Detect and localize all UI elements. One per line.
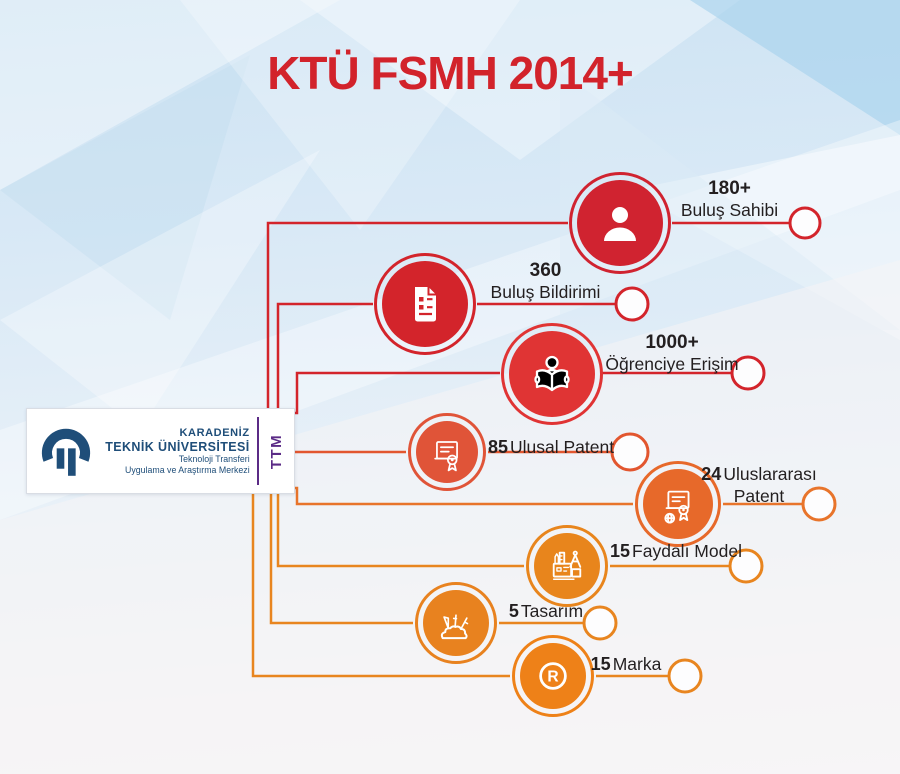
svg-text:R: R xyxy=(547,669,558,686)
node-fill xyxy=(534,533,600,599)
stat-value: 180+ xyxy=(708,178,751,199)
stat-label: Buluş Sahibi xyxy=(680,200,779,221)
node-tasarim xyxy=(415,582,497,664)
stat-ogrenciye-erisim: 1000+ Öğrenciye Erişim xyxy=(592,331,752,376)
stat-label: Faydalı Model xyxy=(632,541,742,561)
university-logo-box: KARADENİZ TEKNİK ÜNİVERSİTESİ Teknoloji … xyxy=(26,408,295,494)
node-marka: R xyxy=(512,635,594,717)
stat-bulus-sahibi: 180+ Buluş Sahibi xyxy=(657,177,802,222)
end-ring-uluslararasi-patent xyxy=(801,486,837,522)
stat-value: 85 xyxy=(487,437,508,457)
stat-faydali-model: 15 Faydalı Model xyxy=(586,541,766,563)
spine-bulus-bildirimi xyxy=(276,302,373,410)
spine-bulus-sahibi xyxy=(266,221,568,410)
node-ulusal-patent xyxy=(408,413,486,491)
person-icon xyxy=(604,207,636,241)
stat-label: Ulusal Patent xyxy=(509,437,615,457)
node-bulus-bildirimi xyxy=(374,253,476,355)
logo-text-block: KARADENİZ TEKNİK ÜNİVERSİTESİ Teknoloji … xyxy=(97,427,257,475)
stat-value: 5 xyxy=(508,601,519,621)
ttm-badge-label: TTM xyxy=(267,433,285,469)
stat-value: 15 xyxy=(610,541,631,561)
certificate-icon xyxy=(434,441,458,472)
node-fill xyxy=(423,590,489,656)
registered-trademark-icon: R xyxy=(539,662,567,690)
certificate-globe-icon xyxy=(664,490,690,524)
ktu-emblem-icon xyxy=(41,428,91,476)
node-fill xyxy=(643,469,713,539)
node-uluslararasi-patent xyxy=(635,461,721,547)
node-bulus-sahibi xyxy=(569,172,671,274)
end-ring-ulusal-patent xyxy=(610,432,650,472)
end-ring-bulus-bildirimi xyxy=(614,286,650,322)
stat-value: 1000+ xyxy=(645,332,699,353)
stat-bulus-bildirimi: 360 Buluş Bildirimi xyxy=(473,259,618,304)
node-ogrenciye-erisim xyxy=(501,323,603,425)
stat-label: Öğrenciye Erişim xyxy=(605,354,739,375)
spine-marka xyxy=(251,492,510,678)
end-ring-ogrenciye-erisim xyxy=(730,355,766,391)
node-fill xyxy=(509,331,595,417)
stat-label: Uluslararası Patent xyxy=(723,464,817,506)
spine-tasarim xyxy=(269,492,413,625)
spine-ogrenciye-erisim xyxy=(285,371,500,415)
logo-divider xyxy=(256,417,259,485)
node-faydali-model xyxy=(526,525,608,607)
stat-label: Tasarım xyxy=(520,601,584,621)
stat-uluslararasi-patent: 24 Uluslararası Patent xyxy=(684,464,834,507)
stat-value: 15 xyxy=(590,654,611,674)
university-name-line1: KARADENİZ xyxy=(179,426,250,439)
ttm-badge: TTM xyxy=(259,433,294,468)
stat-value: 360 xyxy=(529,260,562,281)
page-title: KTÜ FSMH 2014+ xyxy=(267,47,634,99)
node-fill xyxy=(382,261,468,347)
end-ring-faydali-model xyxy=(728,548,764,584)
center-name-line1: Teknoloji Transferi xyxy=(178,454,250,465)
end-ring-marka xyxy=(667,658,703,694)
stat-label: Buluş Bildirimi xyxy=(490,282,601,303)
design-brushes-icon xyxy=(440,614,469,640)
stat-value: 24 xyxy=(701,464,722,484)
stat-label: Marka xyxy=(612,654,662,674)
stat-tasarim: 5 Tasarım xyxy=(486,601,606,623)
university-name-line2: TEKNİK ÜNİVERSİTESİ xyxy=(105,439,250,454)
spine-uluslararasi-patent xyxy=(285,486,633,506)
end-ring-bulus-sahibi xyxy=(788,206,822,240)
node-fill xyxy=(577,180,663,266)
stat-ulusal-patent: 85 Ulusal Patent xyxy=(461,437,641,459)
node-fill xyxy=(416,421,478,483)
spine-faydali-model xyxy=(276,492,524,568)
stat-marka: 15 Marka xyxy=(566,654,686,676)
node-fill: R xyxy=(520,643,586,709)
center-name-line2: Uygulama ve Araştırma Merkezi xyxy=(125,464,250,475)
reading-student-icon xyxy=(534,355,570,392)
end-ring-tasarim xyxy=(582,605,618,641)
invention-document-icon xyxy=(415,287,436,322)
drafting-tools-icon xyxy=(552,550,582,581)
